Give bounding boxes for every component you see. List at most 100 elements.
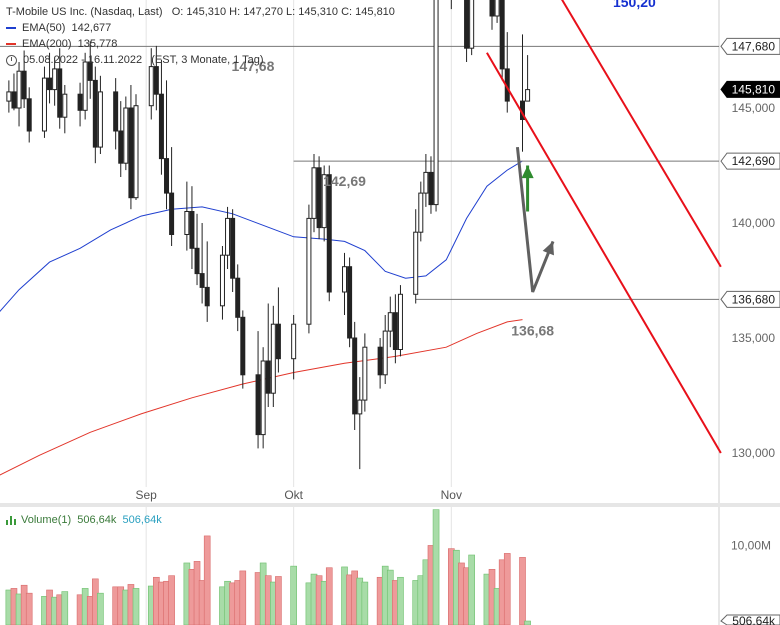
- price-bubble-shape: [720, 80, 780, 98]
- x-tick-label: Okt: [284, 488, 303, 502]
- candle-body: [392, 312, 398, 351]
- candle-body: [77, 93, 83, 111]
- candle-body: [499, 0, 505, 70]
- candle-body: [382, 330, 388, 376]
- volume-bar: [275, 576, 282, 625]
- legend-ema200[interactable]: EMA(200) 135,778: [6, 38, 117, 50]
- y-tick-label: 130,000: [732, 446, 776, 460]
- candle-body: [199, 273, 205, 288]
- price-bubble-label: 142,690: [732, 154, 776, 168]
- candle-body: [133, 105, 139, 199]
- candle-body: [428, 171, 434, 206]
- grey-arrowhead: [542, 241, 554, 256]
- candle-body: [97, 91, 103, 148]
- candle-body: [128, 107, 134, 199]
- candle-body: [148, 66, 154, 107]
- volume-axis-label: 10,00M: [731, 538, 771, 552]
- volume-bar: [97, 592, 104, 625]
- legend-volume[interactable]: Volume(1) 506,64k 506,64k: [6, 514, 162, 526]
- candle-body: [113, 91, 119, 132]
- channel-lower-line: [486, 52, 722, 454]
- price-bubble-shape: [720, 37, 780, 55]
- price-bubble-label: 136,680: [732, 292, 776, 306]
- candle-body: [306, 217, 312, 325]
- price-bubble: 136,680: [720, 290, 780, 308]
- candle-body: [265, 360, 271, 394]
- candle-body: [184, 211, 190, 235]
- candle-body: [352, 337, 358, 415]
- x-tick-label: Nov: [441, 488, 462, 502]
- annotation-label: 142,69: [323, 173, 366, 189]
- price-bubble-shape: [720, 290, 780, 308]
- candle-body: [387, 312, 393, 332]
- candle-body: [464, 0, 470, 49]
- candle-body: [525, 89, 531, 102]
- candle-body: [433, 0, 439, 206]
- y-tick-label: 135,000: [732, 331, 776, 345]
- candle-body: [11, 91, 17, 109]
- candle-body: [41, 77, 47, 132]
- channel-upper-line: [561, 0, 722, 268]
- candle-body: [377, 346, 383, 376]
- y-tick-label: 145,000: [732, 101, 776, 115]
- candle-body: [47, 77, 53, 91]
- candle-body: [16, 70, 22, 109]
- candle-body: [57, 68, 63, 118]
- candle-body: [494, 0, 500, 17]
- candle-body: [397, 293, 403, 350]
- volume-bar: [503, 553, 511, 625]
- ohlc-values: O: 145,310 H: 147,270 L: 145,310 C: 145,…: [171, 6, 395, 18]
- candle-body: [204, 286, 210, 307]
- volume-bubble-label: 506,64k: [732, 614, 776, 625]
- candle-body: [26, 98, 32, 132]
- volume-bar: [432, 509, 440, 625]
- annotation-label: 136,68: [511, 323, 554, 339]
- volume-bar: [361, 581, 369, 625]
- candle-body: [6, 91, 12, 102]
- legend-ema50[interactable]: EMA(50) 142,677: [6, 22, 111, 34]
- candle-body: [194, 247, 200, 275]
- candle-body: [62, 93, 68, 118]
- candle-body: [270, 323, 276, 394]
- panel-separator: [0, 503, 780, 507]
- volume-bubble-shape: [720, 614, 780, 625]
- price-bubble: 147,680: [720, 37, 780, 55]
- annotation-label: 150,20: [613, 0, 656, 10]
- candle-body: [357, 399, 363, 415]
- candle-body: [158, 93, 164, 160]
- legend-date-range: 05.08.2022 - 16.11.2022 (EST, 3 Monate, …: [6, 54, 264, 66]
- volume-bar: [25, 592, 33, 625]
- price-bubble-shape: [720, 152, 780, 170]
- candle-body: [291, 323, 297, 360]
- volume-bar: [325, 567, 333, 625]
- candle-body: [413, 231, 419, 295]
- candle-body: [118, 130, 124, 164]
- volume-bar: [132, 588, 140, 625]
- candle-body: [326, 174, 332, 293]
- volume-bar: [61, 591, 69, 625]
- candle-body: [164, 158, 170, 194]
- candle-body: [347, 266, 353, 339]
- candle-body: [92, 79, 98, 148]
- volume-bar: [519, 557, 526, 625]
- volume-bar: [397, 576, 404, 625]
- projection-grey-path: [515, 146, 555, 293]
- candle-body: [52, 68, 58, 91]
- candle-body: [260, 360, 266, 436]
- volume-bar: [203, 535, 211, 625]
- candle-body: [87, 61, 93, 81]
- candle-body: [123, 107, 129, 164]
- candle-body: [418, 192, 424, 233]
- candle-body: [169, 192, 175, 236]
- candle-body: [240, 316, 246, 376]
- volume-bar: [239, 570, 247, 625]
- price-bubble-label: 145,810: [732, 82, 776, 96]
- candle-body: [342, 266, 348, 293]
- candle-body: [321, 174, 327, 229]
- candle-body: [219, 254, 225, 307]
- x-tick-label: Sep: [135, 488, 157, 502]
- candle-body: [189, 211, 195, 249]
- volume-bars-icon: [6, 515, 16, 525]
- volume-bar: [290, 565, 297, 625]
